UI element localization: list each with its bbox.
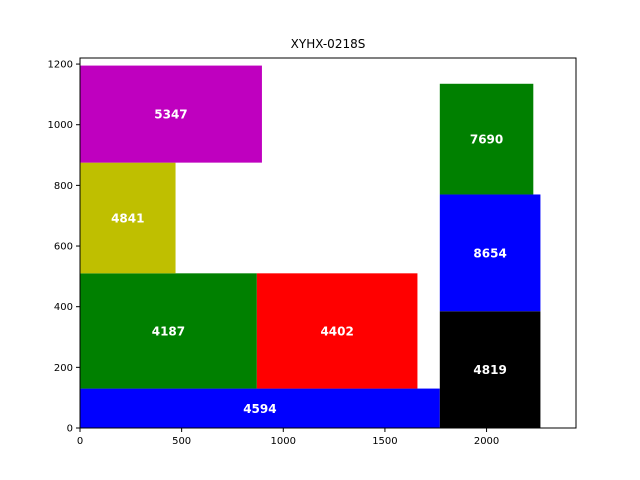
rect-label: 4594 — [243, 402, 276, 416]
packed-rect-5347: 5347 — [80, 65, 262, 163]
y-tick-label: 600 — [54, 242, 73, 253]
packed-rect-4819: 4819 — [439, 311, 541, 428]
rects-layer: 4594 4187 4402 4841 5347 4819 8654 7690 — [80, 65, 541, 428]
rect-fill — [256, 273, 418, 389]
rect-fill — [439, 83, 534, 195]
rect-label: 4819 — [473, 363, 506, 377]
plot-frame — [79, 57, 577, 429]
x-axis: 0 500 1000 1500 2000 — [77, 428, 499, 447]
packed-rect-4187: 4187 — [80, 273, 257, 389]
y-tick-label: 1200 — [48, 60, 73, 71]
y-axis: 0 200 400 600 800 1000 1200 — [48, 60, 80, 435]
rect-label: 4402 — [320, 324, 353, 338]
rect-label: 4841 — [111, 211, 144, 225]
y-tick-label: 0 — [67, 424, 73, 435]
x-tick-label: 0 — [77, 436, 83, 447]
y-tick-label: 1000 — [48, 120, 73, 131]
x-tick-label: 1000 — [271, 436, 296, 447]
y-tick-label: 200 — [54, 363, 73, 374]
rect-label: 8654 — [473, 246, 506, 260]
rect-fill — [80, 273, 257, 389]
x-tick-label: 2000 — [474, 436, 499, 447]
rect-fill — [439, 194, 541, 312]
packed-rect-7690: 7690 — [439, 83, 534, 195]
y-tick-label: 800 — [54, 181, 73, 192]
rect-fill — [80, 65, 262, 163]
packed-rect-8654: 8654 — [439, 194, 541, 312]
rect-fill — [439, 311, 541, 428]
packed-rect-4594: 4594 — [80, 388, 440, 428]
packed-rect-4841: 4841 — [80, 162, 176, 274]
chart-title: XYHX-0218S — [291, 37, 366, 51]
rect-fill — [80, 162, 176, 274]
rect-fill — [80, 388, 440, 428]
y-tick-label: 400 — [54, 302, 73, 313]
rect-label: 5347 — [154, 108, 187, 122]
rect-label: 4187 — [152, 324, 185, 338]
x-tick-label: 500 — [172, 436, 191, 447]
x-tick-label: 1500 — [372, 436, 397, 447]
rect-label: 7690 — [470, 133, 503, 147]
packed-rect-4402: 4402 — [256, 273, 418, 389]
